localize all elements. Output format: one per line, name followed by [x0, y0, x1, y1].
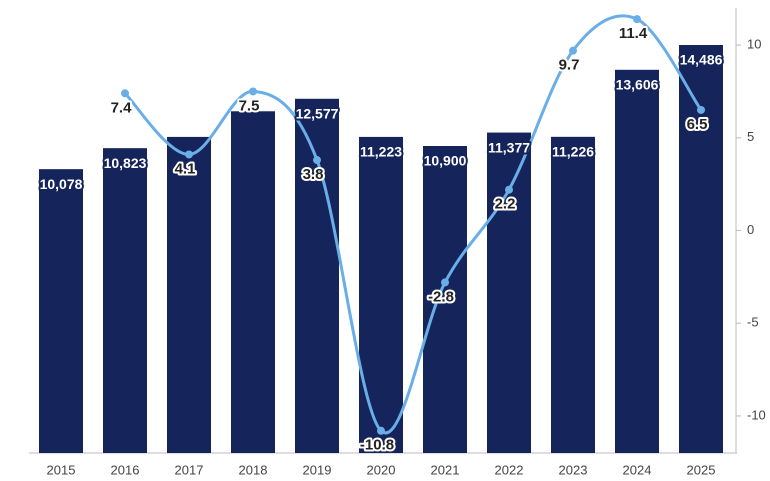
- y2-tick-label: 5: [747, 129, 754, 144]
- bar-label: 10,823: [104, 155, 147, 171]
- line-label: 11.4: [619, 25, 648, 42]
- line-label: 4.1: [175, 160, 196, 177]
- x-tick-label: 2020: [367, 462, 396, 477]
- y2-tick-label: -10: [747, 407, 766, 422]
- bar-label: 13,606: [616, 76, 659, 92]
- point: [121, 89, 129, 98]
- bar: [551, 136, 595, 453]
- line-label: 2.2: [495, 196, 516, 213]
- line-label: 7.5: [239, 97, 260, 114]
- x-tick-label: 2016: [111, 462, 140, 477]
- point: [441, 278, 449, 287]
- x-tick-label: 2023: [559, 462, 588, 477]
- bar-label: 14,486: [680, 52, 723, 68]
- bar-label: 11,377: [488, 139, 530, 155]
- y2-tick-label: 0: [747, 222, 754, 237]
- y2-tick-label: -5: [747, 315, 759, 330]
- line-label: -10.8: [360, 437, 394, 454]
- x-tick-label: 2022: [495, 462, 524, 477]
- line-label: 3.8: [303, 166, 324, 183]
- bar: [295, 98, 339, 454]
- line-label: 9.7: [559, 57, 580, 74]
- bar: [359, 136, 403, 453]
- bar: [39, 169, 83, 453]
- x-tick-label: 2018: [239, 462, 268, 477]
- line-label: -2.8: [428, 288, 454, 305]
- bar-label: 11,226: [552, 144, 594, 160]
- x-tick-label: 2025: [687, 462, 716, 477]
- point: [633, 15, 641, 24]
- bar: [487, 132, 531, 453]
- bar-label: 10,900: [424, 153, 467, 169]
- point: [185, 150, 193, 159]
- x-tick-label: 2019: [303, 462, 332, 477]
- bar: [615, 69, 659, 454]
- bar-label: 12,577: [296, 105, 339, 121]
- point: [697, 105, 705, 114]
- point: [569, 46, 577, 55]
- point: [249, 87, 257, 96]
- bar: [231, 111, 275, 454]
- line: [123, 14, 703, 435]
- line-label: 6.5: [687, 116, 708, 133]
- point: [377, 426, 385, 435]
- y2-tick-label: 10: [747, 37, 761, 52]
- line-label: 7.4: [111, 99, 133, 116]
- x-tick-label: 2017: [175, 462, 204, 477]
- bar-label: 10,078: [40, 176, 83, 192]
- bar: [103, 148, 147, 454]
- bar: [167, 136, 211, 453]
- x-tick-label: 2015: [47, 462, 76, 477]
- point: [313, 156, 321, 165]
- bar-label: 11,223: [360, 144, 402, 160]
- bar: [423, 146, 467, 453]
- x-tick-label: 2021: [431, 462, 460, 477]
- x-tick-label: 2024: [623, 462, 652, 477]
- point: [505, 185, 513, 194]
